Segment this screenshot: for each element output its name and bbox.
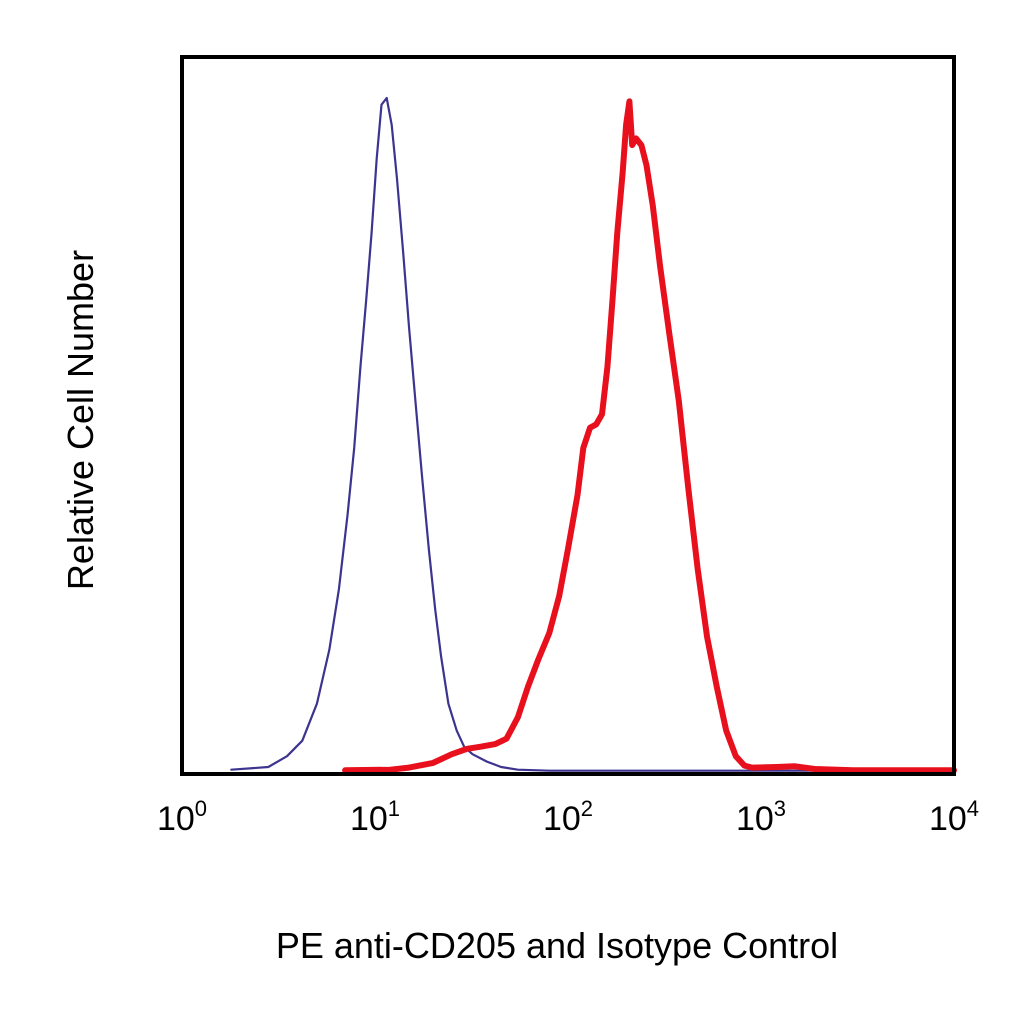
plot-area-frame — [180, 55, 956, 776]
x-tick-label-0: 100 — [157, 796, 207, 838]
x-tick-label-2: 102 — [543, 796, 593, 838]
series-layer — [230, 96, 957, 774]
series-line-2 — [342, 98, 957, 774]
x-tick-label-4: 104 — [929, 796, 979, 838]
y-axis-title: Relative Cell Number — [60, 250, 101, 590]
x-axis-title: PE anti-CD205 and Isotype Control — [276, 925, 838, 966]
x-tick-label-1: 101 — [350, 796, 400, 838]
series-line-1 — [230, 96, 956, 772]
x-tick-labels: 100 101 102 103 104 — [157, 796, 979, 838]
x-tick-label-3: 103 — [736, 796, 786, 838]
